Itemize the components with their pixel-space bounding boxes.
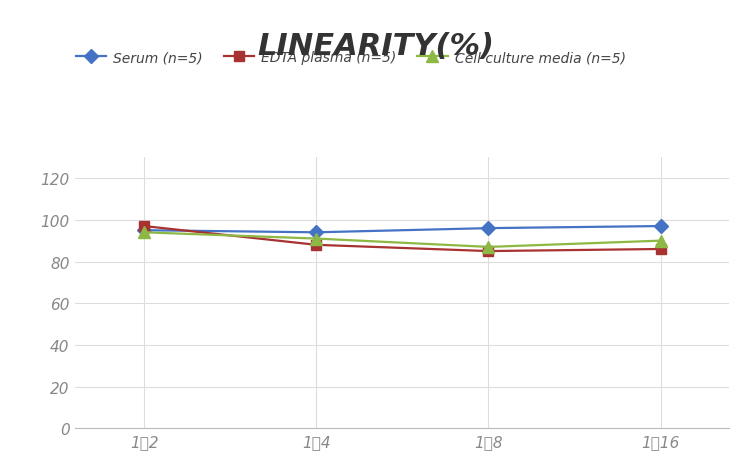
EDTA plasma (n=5) [140,224,149,229]
EDTA plasma (n=5) [656,247,665,252]
EDTA plasma (n=5) [312,243,321,248]
EDTA plasma (n=5) [484,249,493,254]
Cell culture media (n=5) [656,239,665,244]
Line: Cell culture media (n=5): Cell culture media (n=5) [138,227,666,253]
Serum (n=5) [140,228,149,234]
Serum (n=5) [656,224,665,229]
Line: EDTA plasma (n=5): EDTA plasma (n=5) [139,222,666,256]
Serum (n=5) [484,226,493,231]
Text: LINEARITY(%): LINEARITY(%) [257,32,495,60]
Cell culture media (n=5) [312,236,321,242]
Cell culture media (n=5) [484,244,493,250]
Line: Serum (n=5): Serum (n=5) [139,222,666,238]
Cell culture media (n=5) [140,230,149,235]
Serum (n=5) [312,230,321,235]
Legend: Serum (n=5), EDTA plasma (n=5), Cell culture media (n=5): Serum (n=5), EDTA plasma (n=5), Cell cul… [76,51,626,65]
